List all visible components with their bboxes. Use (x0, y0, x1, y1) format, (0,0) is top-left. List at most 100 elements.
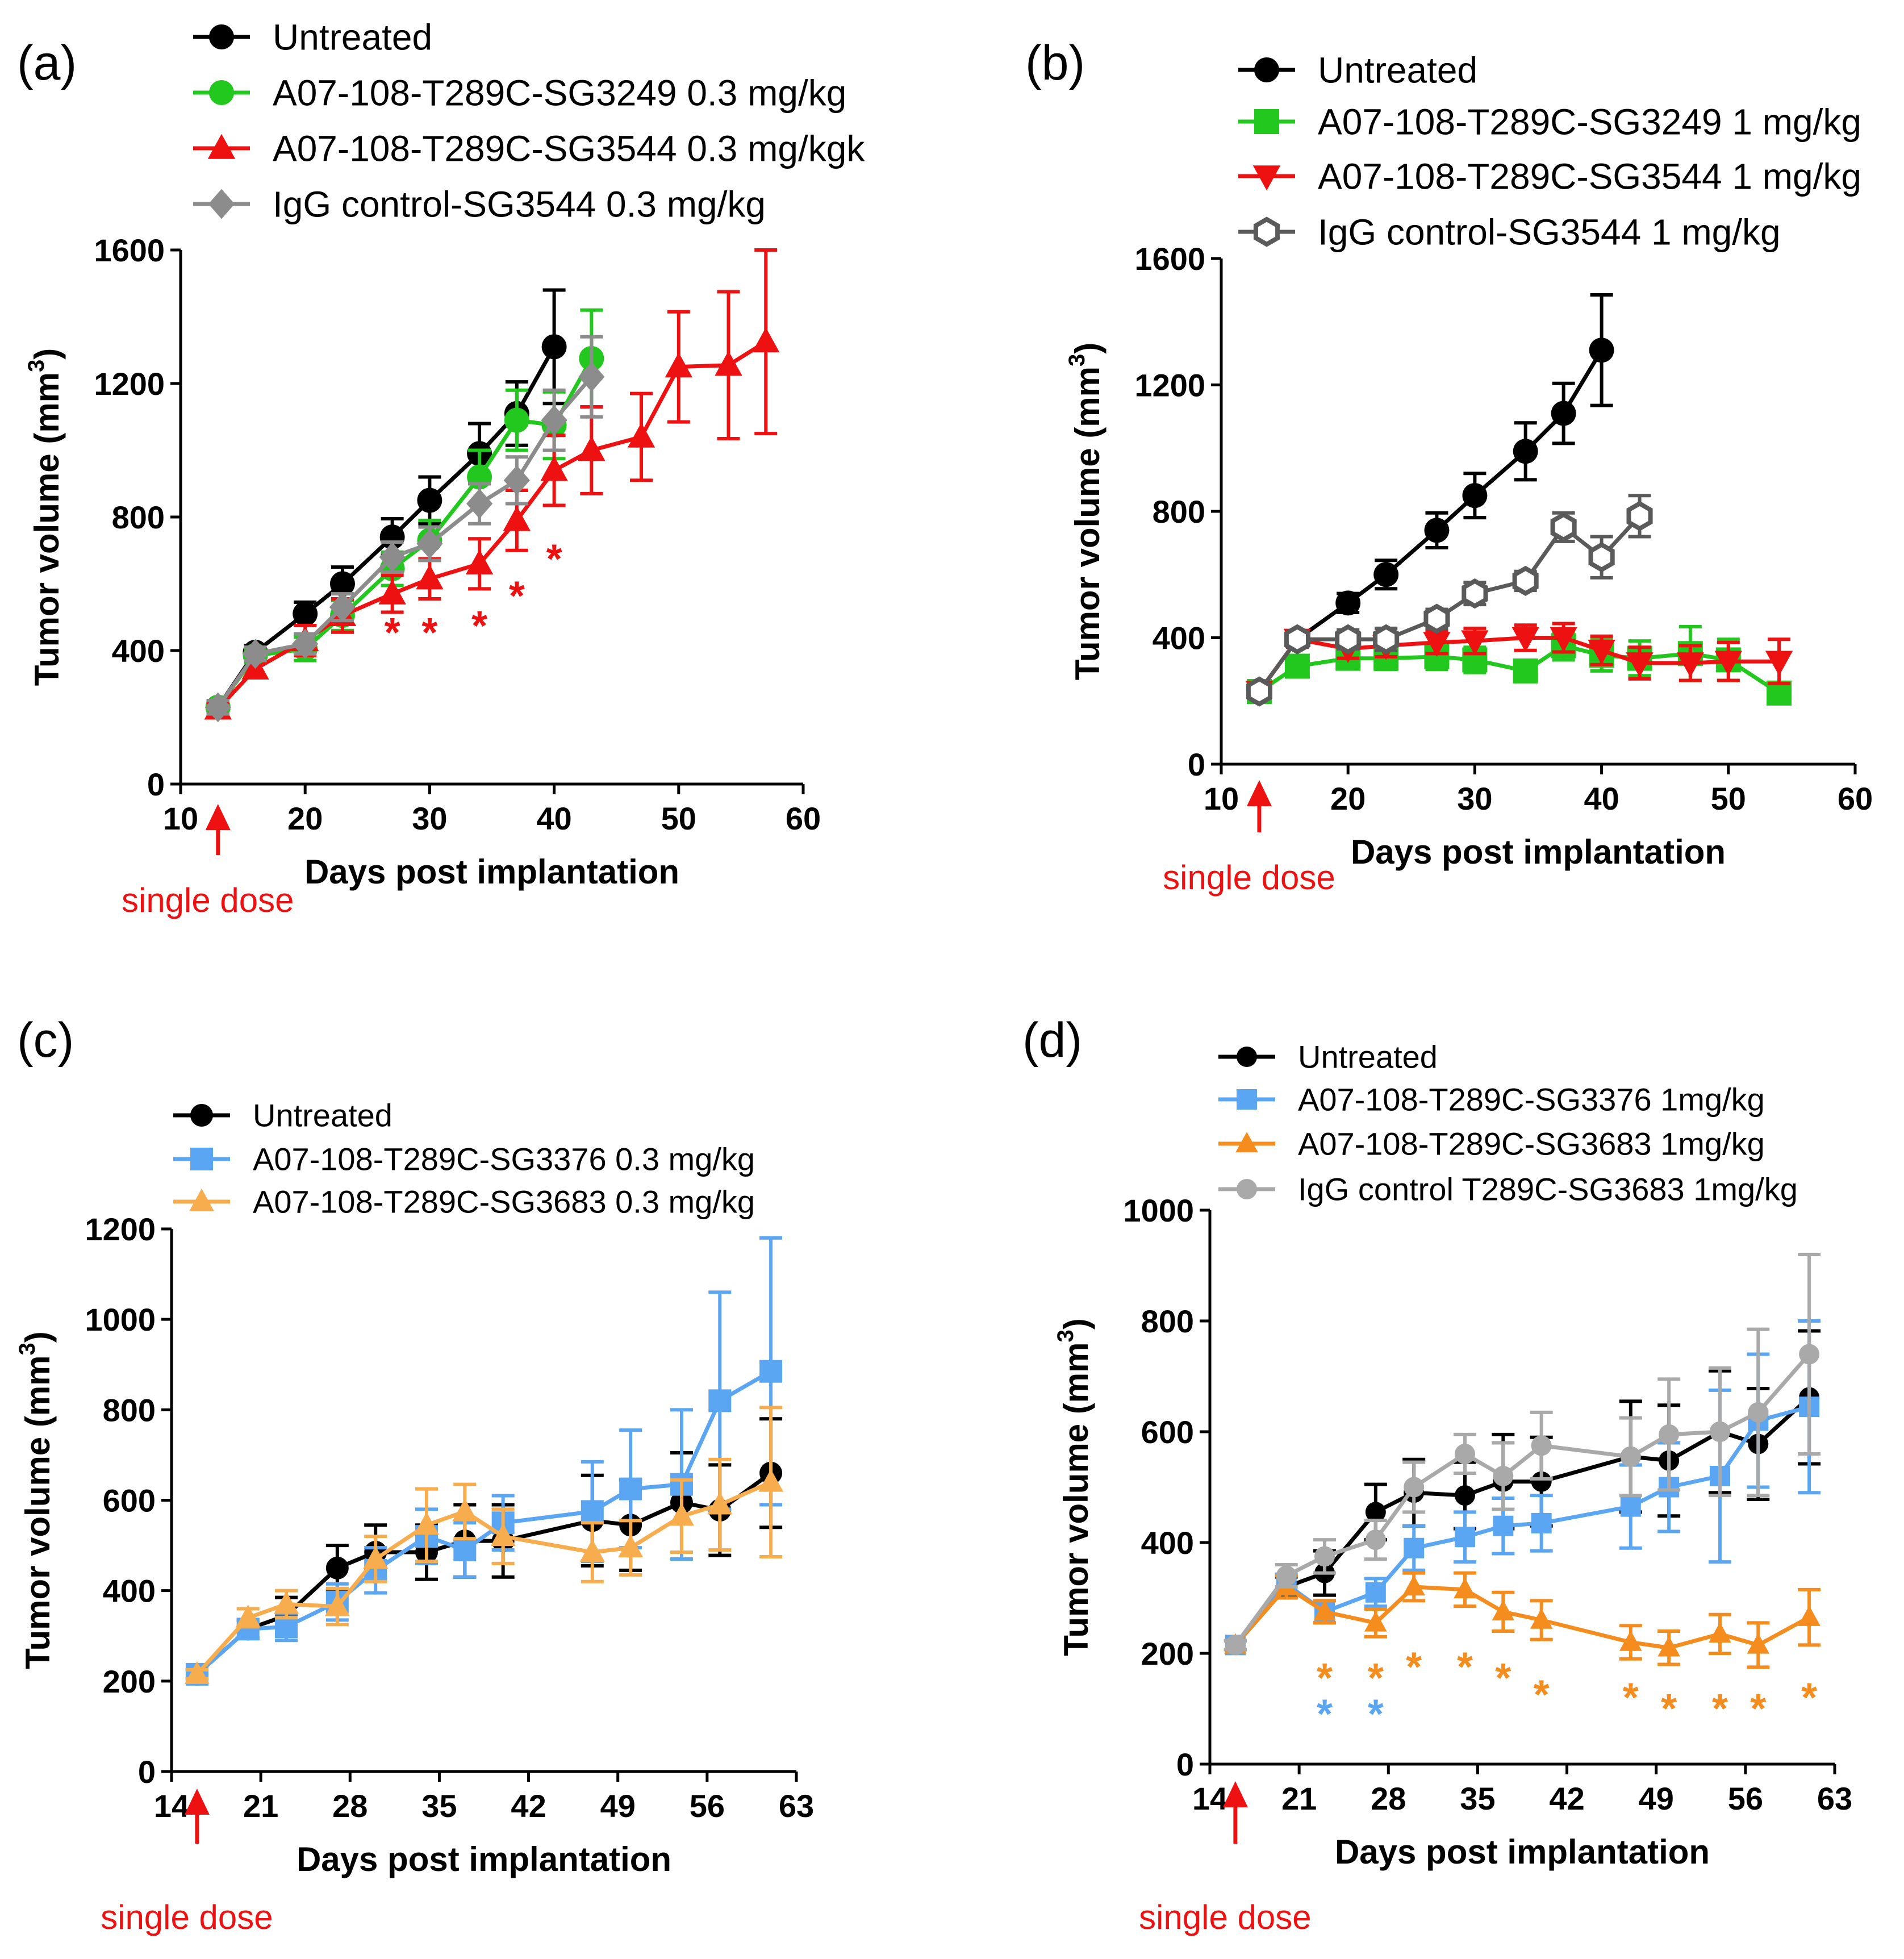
y-axis-title-close: ) (19, 1331, 57, 1343)
significance-star: * (1457, 1645, 1473, 1690)
data-point (579, 1539, 605, 1562)
panel-label: (c) (17, 1013, 74, 1068)
series-3 (1224, 1571, 1821, 1669)
data-point (665, 352, 692, 378)
legend-label: A07-108-T289C-SG3544 1 mg/kg (1318, 156, 1861, 197)
data-point (329, 592, 356, 623)
y-tick-label: 400 (1141, 1525, 1194, 1561)
x-tick-label: 30 (1457, 781, 1492, 816)
y-axis-title-main: Tumor volume (mm (1057, 1342, 1095, 1656)
data-point (453, 1539, 477, 1562)
data-point (1493, 1466, 1514, 1486)
series-4 (1224, 1253, 1821, 1656)
legend-item: Untreated (1218, 1039, 1438, 1075)
significance-star: * (1317, 1656, 1333, 1701)
data-point (1246, 676, 1272, 707)
legend-label: A07-108-T289C-SG3376 0.3 mg/kg (253, 1141, 755, 1177)
data-point (1454, 1444, 1475, 1464)
legend-item: IgG control T289C-SG3683 1mg/kg (1218, 1172, 1798, 1207)
data-point (1314, 1546, 1335, 1567)
data-point (274, 1591, 299, 1614)
x-tick-label: 28 (332, 1788, 368, 1824)
significance-star: * (1534, 1672, 1550, 1718)
significance-star: * (546, 537, 562, 582)
data-point (541, 334, 567, 360)
dose-label: single dose (101, 1898, 273, 1936)
legend-label: A07-108-T289C-SG3544 0.3 mg/kgk (273, 128, 865, 169)
data-point (490, 1523, 516, 1547)
y-tick-label: 0 (1176, 1747, 1194, 1782)
y-axis-title-superscript: 3 (15, 1343, 40, 1355)
data-point (1335, 624, 1362, 655)
x-tick-label: 50 (661, 801, 696, 836)
dose-label: single dose (1163, 858, 1335, 897)
data-point (578, 361, 605, 392)
y-axis-title-close: ) (1057, 1318, 1095, 1329)
data-point (1709, 1422, 1730, 1442)
y-tick-label: 1200 (85, 1211, 156, 1247)
data-point (1462, 483, 1488, 508)
x-tick-label: 10 (1204, 781, 1239, 816)
data-point (235, 1604, 261, 1628)
x-tick-label: 40 (1584, 781, 1619, 816)
y-tick-label: 600 (103, 1483, 156, 1519)
data-point (1513, 658, 1538, 683)
data-point (466, 489, 493, 519)
y-axis-title-main: Tumor volume (mm (1068, 366, 1107, 680)
data-point (1454, 1485, 1475, 1506)
legend-label: A07-108-T289C-SG3683 1mg/kg (1298, 1126, 1765, 1162)
significance-star: * (1406, 1645, 1422, 1690)
y-axis-title-close: ) (28, 348, 66, 360)
panel-a: (a) 0 400 800 1200 1600 10 20 30 40 50 60 Days post … (17, 16, 865, 919)
legend-label: Untreated (1318, 49, 1477, 90)
legend-item: A07-108-T289C-SG3249 0.3 mg/kg (193, 72, 846, 113)
data-point (416, 528, 443, 559)
series-4 (204, 335, 605, 723)
x-tick-label: 10 (163, 801, 198, 836)
legend-item: A07-108-T289C-SG3544 1 mg/kg (1238, 156, 1861, 197)
data-point (1313, 1600, 1336, 1621)
x-tick-label: 42 (1549, 1781, 1584, 1816)
legend-marker (209, 24, 234, 49)
data-point (752, 327, 780, 353)
panel-label: (b) (1025, 36, 1085, 90)
data-point (1531, 1435, 1552, 1456)
data-point (416, 564, 444, 590)
significance-star: * (471, 603, 487, 649)
y-axis-title: Tumor volume (mm3) (1053, 1318, 1095, 1656)
y-tick-label: 0 (1188, 747, 1205, 782)
legend-marker (1237, 1047, 1257, 1067)
data-point (1620, 1446, 1641, 1467)
y-tick-label: 1600 (94, 232, 165, 268)
data-point (707, 1491, 733, 1515)
data-point (324, 1593, 350, 1616)
legend-item: IgG control-SG3544 0.3 mg/kg (193, 184, 766, 224)
legend-marker (189, 1189, 214, 1211)
y-tick-label: 400 (112, 633, 165, 669)
data-point (1454, 1578, 1476, 1599)
data-point (504, 407, 529, 433)
legend-label: A07-108-T289C-SG3376 1mg/kg (1298, 1082, 1765, 1118)
x-tick-label: 21 (1281, 1781, 1317, 1816)
data-point (619, 1477, 642, 1500)
legend-item: IgG control-SG3544 1 mg/kg (1238, 211, 1781, 252)
data-point (1335, 590, 1361, 616)
legend-marker (208, 189, 235, 219)
data-point (184, 1661, 210, 1684)
legend-label: IgG control-SG3544 1 mg/kg (1318, 211, 1781, 252)
legend-label: Untreated (1298, 1039, 1438, 1075)
legend-marker (1235, 1132, 1258, 1153)
data-point (618, 1535, 644, 1558)
data-point (1676, 652, 1705, 678)
data-point (1493, 1515, 1514, 1536)
y-axis-title-main: Tumor volume (mm (28, 372, 66, 686)
y-axis-title-superscript: 3 (1064, 354, 1089, 366)
panel-label: (d) (1022, 1013, 1082, 1068)
x-tick-label: 56 (1728, 1781, 1763, 1816)
x-tick-label: 49 (1639, 1781, 1674, 1816)
significance-star: * (509, 573, 525, 619)
x-axis-title: Days post implantation (304, 853, 679, 891)
data-point (1799, 1344, 1820, 1365)
x-tick-label: 20 (287, 801, 323, 836)
